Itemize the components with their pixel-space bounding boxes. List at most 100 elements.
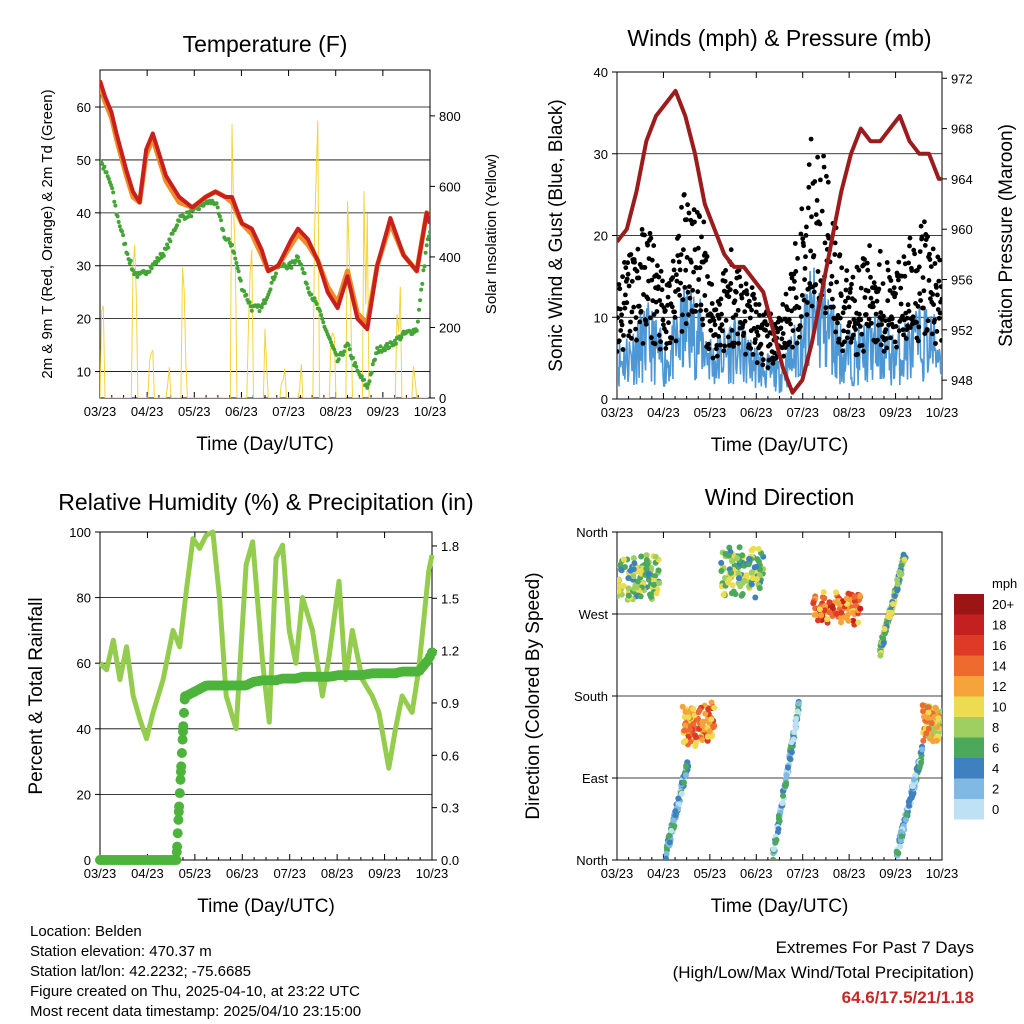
gust-point [917, 291, 923, 296]
gust-point [842, 305, 848, 311]
gust-point [663, 329, 669, 335]
gust-point [722, 278, 728, 284]
x-tick-label: 07/23 [273, 866, 306, 881]
y2-tick-label: 600 [439, 179, 461, 194]
gust-point [787, 339, 793, 345]
direction-point [835, 600, 842, 607]
direction-point [710, 724, 717, 731]
gust-point [849, 281, 854, 287]
gust-point [780, 331, 786, 336]
gust-point [629, 278, 635, 284]
gust-point [643, 318, 649, 323]
gust-point [894, 344, 899, 350]
legend-swatch [954, 696, 984, 717]
gust-point [622, 305, 628, 311]
direction-point [756, 585, 763, 592]
gust-point [759, 351, 764, 357]
gust-point [781, 353, 787, 359]
gust-point [880, 281, 886, 286]
gust-point [651, 243, 657, 249]
gust-point [809, 214, 814, 220]
direction-point [838, 619, 844, 626]
legend-swatch [954, 737, 984, 758]
gust-point [836, 336, 842, 342]
legend-label: 8 [992, 720, 999, 735]
direction-point [920, 708, 927, 715]
dewpoint-point [341, 352, 346, 357]
precipitation-point [174, 788, 185, 799]
gust-point [823, 310, 828, 316]
direction-point [821, 607, 828, 614]
direction-point [631, 560, 638, 567]
gust-point [809, 303, 815, 309]
direction-point [855, 619, 862, 626]
gust-point [870, 304, 876, 310]
gust-point [679, 204, 684, 210]
dewpoint-point [121, 233, 126, 238]
gust-point [902, 273, 908, 279]
gust-point [720, 328, 725, 334]
gust-point [700, 316, 705, 322]
y-tick-label: 40 [594, 65, 608, 80]
gust-point [801, 243, 806, 249]
gust-point [885, 298, 891, 304]
gust-point [804, 224, 809, 230]
gust-point [884, 345, 890, 351]
gust-point [617, 315, 620, 321]
dewpoint-point [166, 245, 171, 250]
direction-point [702, 710, 709, 717]
direction-point [704, 737, 711, 744]
direction-point [663, 855, 669, 860]
x-tick-label: 10/23 [926, 405, 959, 420]
gust-point [633, 326, 638, 332]
dewpoint-point [263, 301, 267, 306]
dewpoint-point [415, 319, 420, 324]
gust-point [683, 321, 689, 326]
gust-point [713, 307, 719, 313]
direction-point [857, 605, 864, 612]
gust-point [826, 235, 832, 241]
y-tick-label: 10 [77, 365, 91, 380]
solar-insolation-line [100, 120, 429, 398]
y2-tick-label: 0.0 [441, 853, 459, 868]
gust-point [629, 335, 634, 341]
gust-point [619, 312, 624, 318]
direction-point [908, 794, 915, 801]
direction-point [672, 812, 679, 819]
gust-point [798, 314, 804, 319]
direction-point [920, 737, 927, 744]
x-tick-label: 08/23 [833, 405, 866, 420]
gust-point [621, 333, 626, 338]
extremes-values: 64.6/17.5/21/1.18 [841, 988, 974, 1007]
direction-point [718, 568, 725, 574]
gust-point [798, 231, 804, 237]
gust-point [654, 309, 660, 314]
direction-point [820, 589, 827, 596]
gust-point [697, 265, 703, 271]
gust-point [690, 287, 696, 293]
gust-point [822, 240, 828, 246]
legend-label: 20+ [992, 597, 1014, 612]
dewpoint-point [249, 308, 254, 313]
gust-point [676, 233, 682, 239]
gust-point [710, 355, 716, 361]
gust-point [932, 317, 937, 323]
gust-point [803, 254, 808, 260]
gust-point [718, 342, 723, 348]
x-axis-label-temperature: Time (Day/UTC) [196, 434, 334, 455]
x-tick-label: 03/23 [601, 405, 634, 420]
x-tick-label: 10/23 [416, 866, 449, 881]
gust-point [852, 298, 858, 304]
gust-point [842, 339, 847, 345]
gust-point [876, 262, 882, 267]
gust-point [670, 258, 676, 264]
dewpoint-point [135, 274, 140, 279]
dewpoint-point [393, 341, 398, 346]
gust-point [688, 259, 694, 265]
gust-point [920, 275, 926, 280]
direction-point [833, 589, 839, 596]
gust-point [702, 293, 708, 298]
dewpoint-point [177, 219, 182, 223]
gust-point [649, 277, 655, 283]
gust-point [757, 313, 762, 318]
